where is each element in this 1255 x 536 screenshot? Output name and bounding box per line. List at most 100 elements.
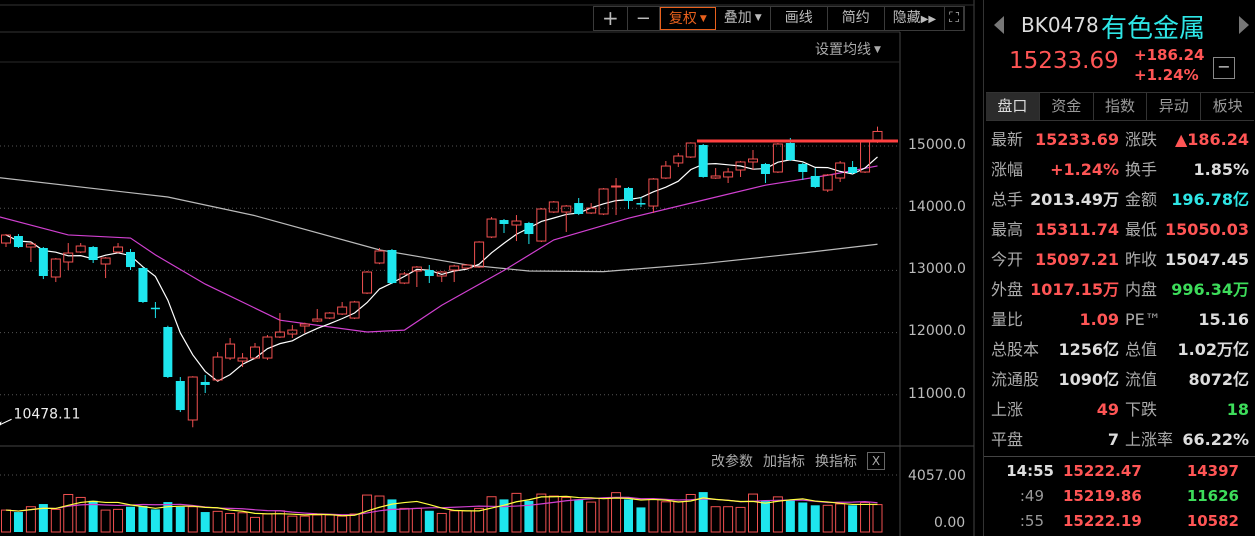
tab-sector[interactable]: 板块 (1212, 97, 1243, 115)
candle-up (250, 346, 260, 359)
tab-funds[interactable]: 资金 (1040, 93, 1094, 120)
candle-up (748, 158, 758, 163)
candle-down (38, 248, 48, 276)
candle-up (25, 243, 36, 248)
indicator-toolbar: 改参数 加指标 换指标 X (711, 451, 885, 471)
prev-arrow-icon[interactable] (994, 16, 1004, 34)
volume-bar-up (710, 506, 721, 533)
candle-up (461, 264, 472, 269)
candle-up (212, 356, 223, 381)
quote-row: 量比 1.09 PE™ 15.16 (991, 305, 1249, 335)
volume-bar-up (673, 501, 684, 533)
tab-index[interactable]: 指数 (1094, 93, 1148, 120)
field-value: 1.09 (1079, 310, 1119, 329)
volume-bar-up (237, 512, 248, 533)
candle-up (486, 218, 497, 238)
candle-up (660, 165, 671, 179)
divider (984, 456, 1255, 457)
caret-down-icon: ▼ (754, 13, 762, 23)
volume-bar-up (113, 508, 124, 533)
tick-volume: 11626 (1186, 487, 1239, 505)
quote-row: 涨幅 +1.24% 换手 1.85% (991, 155, 1249, 185)
candle-up (287, 329, 298, 335)
candle-up (50, 258, 61, 278)
overlay-dropdown[interactable]: 叠加 ▼ (716, 7, 771, 30)
candle-up (648, 178, 659, 207)
field-label: 外盘 (991, 280, 1024, 299)
field-value: 15233.69 (1034, 130, 1119, 149)
candle-down (163, 327, 173, 378)
edit-params-button[interactable]: 改参数 (711, 454, 753, 470)
volume-bar-up (312, 514, 323, 533)
volume-bar-down (200, 512, 210, 532)
zoom-in-button[interactable]: + (594, 7, 628, 30)
volume-bar-up (324, 514, 335, 533)
simple-mode-button[interactable]: 简约 (828, 7, 885, 30)
field-label: 换手 (1125, 160, 1158, 179)
candle-up (872, 130, 883, 141)
volume-bar-up (212, 510, 223, 533)
candle-down (810, 175, 820, 187)
field-value: ▲186.24 (1174, 130, 1249, 149)
arrow-head-icon (0, 421, 2, 426)
candle-down (88, 247, 98, 261)
ma-settings-dropdown[interactable]: 设置均线 ▼ (815, 39, 881, 59)
volume-bar-down (126, 506, 135, 532)
candle-up (673, 155, 684, 164)
sector-name: 有色金属 (1101, 14, 1206, 44)
volume-bar-down (810, 505, 820, 532)
candle-up (187, 376, 198, 421)
field-label: 最新 (991, 130, 1024, 149)
volume-bar-up (772, 496, 783, 533)
fuquan-dropdown[interactable]: 复权 ▼ (659, 7, 716, 30)
volume-bar-up (735, 506, 746, 533)
candle-down (138, 268, 148, 302)
field-value: 8072亿 (1188, 370, 1249, 389)
price-axis-label: 15000.0 (908, 137, 966, 153)
volume-bar-down (88, 500, 98, 532)
tab-movement[interactable]: 异动 (1147, 93, 1202, 120)
switch-indicator-button[interactable]: 换指标 (815, 454, 857, 470)
field-label: 上涨率 (1125, 430, 1174, 449)
candle-up (349, 301, 360, 319)
overlay-label: 叠加 (723, 10, 752, 26)
candle-up (436, 271, 447, 277)
volume-bar-down (785, 499, 795, 532)
quote-panel: BK0478 有色金属 15233.69 +186.24 +1.24% − 盘口… (983, 0, 1255, 536)
field-label: 下跌 (1125, 400, 1158, 419)
expand-icon[interactable]: ⛶ (945, 7, 964, 30)
caret-down-icon: ▼ (874, 45, 881, 55)
volume-axis-label: 4057.00 (908, 468, 966, 484)
field-value: 996.34万 (1171, 280, 1249, 299)
add-indicator-button[interactable]: 加指标 (763, 454, 805, 470)
kline-chart[interactable]: 10478.11 (0, 0, 978, 536)
field-label: 上涨 (991, 400, 1024, 419)
volume-bar-up (474, 507, 485, 533)
candle-up (474, 241, 485, 268)
volume-bar-up (374, 495, 385, 533)
volume-bar-up (598, 497, 609, 533)
volume-bar-up (287, 515, 298, 533)
candle-up (113, 246, 124, 253)
tick-volume: 10582 (1186, 512, 1239, 530)
tab-pankou[interactable]: 盘口 (986, 93, 1040, 120)
candle-up (262, 336, 273, 359)
volume-bar-up (50, 508, 61, 533)
candle-up (274, 331, 285, 338)
quote-row: 上涨 49 下跌 18 (991, 395, 1249, 425)
hide-button[interactable]: 隐藏▶▶ (885, 7, 946, 30)
volume-bar-up (75, 496, 86, 533)
candle-up (63, 252, 74, 263)
collapse-button[interactable]: − (1213, 57, 1235, 79)
close-indicator-button[interactable]: X (867, 452, 885, 470)
next-arrow-icon[interactable] (1239, 16, 1249, 34)
candle-down (574, 203, 584, 214)
draw-line-button[interactable]: 画线 (771, 7, 828, 30)
volume-bar-down (175, 506, 185, 532)
field-value: 7 (1107, 430, 1119, 449)
candle-down (13, 236, 23, 248)
volume-bar-up (536, 493, 547, 533)
zoom-out-button[interactable]: − (628, 7, 660, 30)
volume-bar-up (660, 501, 671, 533)
volume-bar-up (548, 495, 559, 533)
